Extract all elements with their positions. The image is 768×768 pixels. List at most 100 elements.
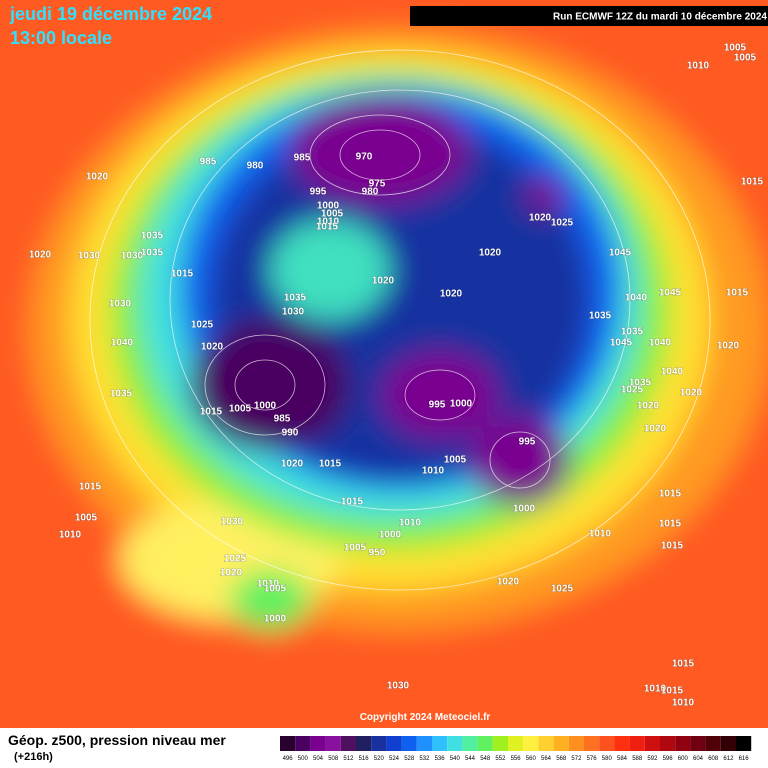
legend-swatch bbox=[736, 736, 752, 751]
pressure-label: 995 bbox=[429, 400, 446, 411]
pressure-label: 1020 bbox=[201, 342, 224, 353]
pressure-label: 1010 bbox=[687, 61, 710, 72]
lead-time: (+216h) bbox=[14, 751, 53, 763]
legend-label: 516 bbox=[359, 756, 370, 762]
pressure-label: 1020 bbox=[440, 289, 463, 300]
pressure-label: 1040 bbox=[625, 293, 648, 304]
pressure-label: 1015 bbox=[661, 686, 684, 697]
pressure-label: 1020 bbox=[529, 213, 552, 224]
pressure-label: 1005 bbox=[444, 455, 467, 466]
pressure-label: 1000 bbox=[513, 504, 536, 515]
pressure-label: 1040 bbox=[661, 367, 684, 378]
legend-swatch bbox=[325, 736, 341, 751]
legend-swatch bbox=[584, 736, 600, 751]
legend-swatch bbox=[416, 736, 432, 751]
legend-label: 564 bbox=[541, 756, 552, 762]
pressure-label: 1000 bbox=[264, 614, 287, 625]
pressure-label: 1030 bbox=[121, 251, 144, 262]
legend-swatch bbox=[568, 736, 584, 751]
pressure-label: 1010 bbox=[59, 530, 82, 541]
legend-swatch bbox=[629, 736, 645, 751]
pressure-label: 1020 bbox=[680, 388, 703, 399]
isobars bbox=[89, 49, 711, 591]
pressure-label: 1010 bbox=[257, 579, 280, 590]
pressure-label: 1005 bbox=[724, 43, 747, 54]
legend-swatch bbox=[310, 736, 326, 751]
legend-swatch bbox=[386, 736, 402, 751]
pressure-label: 1005 bbox=[344, 543, 367, 554]
legend-swatch bbox=[690, 736, 706, 751]
pressure-label: 1005 bbox=[264, 584, 287, 595]
pressure-label: 1020 bbox=[644, 424, 667, 435]
legend-label: 576 bbox=[587, 756, 598, 762]
pressure-label: 995 bbox=[519, 437, 536, 448]
legend-label: 592 bbox=[647, 756, 658, 762]
pressure-label: 1015 bbox=[319, 459, 342, 470]
pressure-label: 1040 bbox=[649, 338, 672, 349]
pressure-label: 1000 bbox=[317, 201, 340, 212]
legend-label: 596 bbox=[663, 756, 674, 762]
pressure-label: 1020 bbox=[637, 401, 660, 412]
legend-label: 604 bbox=[693, 756, 704, 762]
legend-label: 496 bbox=[283, 756, 294, 762]
legend-label: 608 bbox=[708, 756, 719, 762]
pressure-label: 1030 bbox=[221, 517, 244, 528]
legend-label: 528 bbox=[404, 756, 415, 762]
legend-swatch bbox=[538, 736, 554, 751]
pressure-label: 1010 bbox=[399, 518, 422, 529]
legend-swatch bbox=[462, 736, 478, 751]
pressure-label: 1000 bbox=[254, 401, 277, 412]
legend-label: 504 bbox=[313, 756, 324, 762]
pressure-label: 1040 bbox=[111, 338, 134, 349]
pressure-label: 1035 bbox=[141, 248, 164, 259]
pressure-label: 1025 bbox=[191, 320, 214, 331]
pressure-label: 1015 bbox=[171, 269, 194, 280]
pressure-label: 1030 bbox=[78, 251, 101, 262]
legend-label: 572 bbox=[571, 756, 582, 762]
legend-swatch bbox=[675, 736, 691, 751]
legend-label: 540 bbox=[450, 756, 461, 762]
legend-title: Géop. z500, pression niveau mer bbox=[8, 732, 226, 748]
pressure-label: 1030 bbox=[387, 681, 410, 692]
legend-swatch bbox=[553, 736, 569, 751]
pressure-label: 995 bbox=[310, 187, 327, 198]
pressure-label: 1020 bbox=[372, 276, 395, 287]
legend-label: 500 bbox=[298, 756, 309, 762]
legend-swatch bbox=[477, 736, 493, 751]
legend-swatch bbox=[432, 736, 448, 751]
pressure-label: 1020 bbox=[86, 172, 109, 183]
pressure-label: 1005 bbox=[75, 513, 98, 524]
pressure-label: 1010 bbox=[317, 217, 340, 228]
legend-swatch bbox=[644, 736, 660, 751]
run-info: Run ECMWF 12Z du mardi 10 décembre 2024 bbox=[553, 12, 767, 23]
legend-label: 588 bbox=[632, 756, 643, 762]
legend-swatch bbox=[599, 736, 615, 751]
pressure-label: 1020 bbox=[220, 568, 243, 579]
pressure-label: 1035 bbox=[629, 378, 652, 389]
pressure-label: 985 bbox=[274, 414, 291, 425]
pressure-label: 1045 bbox=[659, 288, 682, 299]
pressure-label: 980 bbox=[362, 187, 379, 198]
pressure-label: 1025 bbox=[621, 385, 644, 396]
legend-label: 508 bbox=[328, 756, 339, 762]
pressure-label: 1015 bbox=[672, 659, 695, 670]
legend-label: 536 bbox=[435, 756, 446, 762]
legend-label: 560 bbox=[526, 756, 537, 762]
legend-label: 524 bbox=[389, 756, 400, 762]
legend-swatch bbox=[401, 736, 417, 751]
legend-label: 616 bbox=[739, 756, 750, 762]
legend-swatch bbox=[295, 736, 311, 751]
pressure-label: 1010 bbox=[422, 466, 445, 477]
pressure-label: 1010 bbox=[672, 698, 695, 709]
pressure-label: 1025 bbox=[551, 584, 574, 595]
pressure-label: 1015 bbox=[79, 482, 102, 493]
legend-label: 568 bbox=[556, 756, 567, 762]
run-bar bbox=[410, 6, 768, 26]
legend-swatch bbox=[356, 736, 372, 751]
legend-swatch bbox=[280, 736, 296, 751]
pressure-label: 1025 bbox=[551, 218, 574, 229]
legend-label: 580 bbox=[602, 756, 613, 762]
pressure-label: 1035 bbox=[284, 293, 307, 304]
pressure-label: 1030 bbox=[282, 307, 305, 318]
